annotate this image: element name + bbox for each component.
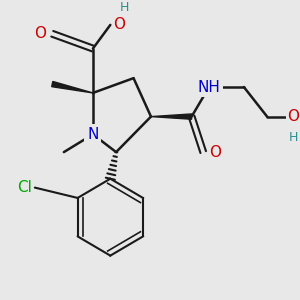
Text: H: H	[120, 1, 130, 13]
Text: N: N	[87, 127, 99, 142]
Polygon shape	[151, 114, 192, 119]
Polygon shape	[52, 82, 93, 93]
Text: NH: NH	[198, 80, 220, 94]
Text: O: O	[287, 109, 299, 124]
Text: Cl: Cl	[17, 180, 32, 195]
Text: O: O	[209, 145, 221, 160]
Text: O: O	[34, 26, 46, 41]
Text: H: H	[289, 131, 298, 144]
Text: O: O	[113, 17, 125, 32]
